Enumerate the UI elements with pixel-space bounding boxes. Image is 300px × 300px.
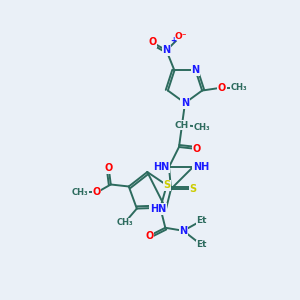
Text: O: O [218, 82, 226, 93]
Text: O: O [93, 188, 101, 197]
Text: Et: Et [196, 240, 207, 249]
Text: N: N [191, 65, 200, 75]
Text: N: N [181, 98, 189, 108]
Text: Et: Et [196, 216, 207, 225]
Text: O⁻: O⁻ [174, 32, 187, 41]
Text: O: O [193, 144, 201, 154]
Text: CH₃: CH₃ [71, 188, 88, 197]
Text: S: S [189, 184, 197, 194]
Text: O: O [105, 164, 113, 173]
Text: +: + [170, 36, 177, 45]
Text: CH₃: CH₃ [194, 122, 210, 131]
Text: CH: CH [175, 121, 189, 130]
Text: HN: HN [150, 204, 166, 214]
Text: O: O [145, 231, 153, 241]
Text: NH: NH [193, 162, 209, 172]
Text: HN: HN [153, 162, 169, 172]
Text: N: N [162, 45, 170, 56]
Text: N: N [179, 226, 188, 236]
Text: S: S [163, 180, 170, 190]
Text: CH₃: CH₃ [231, 83, 248, 92]
Text: CH₃: CH₃ [116, 218, 133, 227]
Text: O: O [148, 38, 157, 47]
